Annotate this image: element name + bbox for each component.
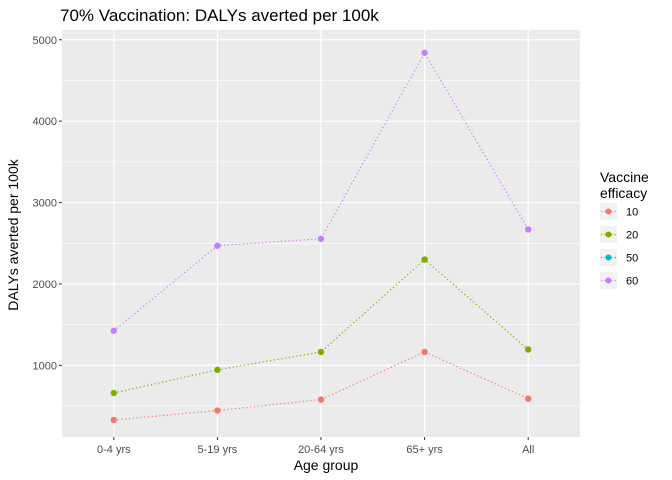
data-point-20-20-64 yrs (317, 348, 325, 356)
legend-label-50: 50 (626, 253, 638, 265)
data-point-10-65+ yrs (421, 348, 428, 356)
legend-label-60: 60 (626, 276, 638, 288)
x-tick-label: 0-4 yrs (97, 444, 131, 456)
x-tick-label: 65+ yrs (406, 444, 443, 456)
x-tick-label: 5-19 yrs (198, 444, 238, 456)
y-axis: 1000 2000 3000 4000 5000 (33, 35, 62, 372)
y-tick-label: 5000 (33, 35, 57, 47)
data-point-10-20-64 yrs (317, 396, 325, 403)
data-point-60-65+ yrs (421, 49, 428, 56)
series-points (110, 49, 532, 424)
data-point-10-All (525, 395, 532, 402)
chart-title: 70% Vaccination: DALYs averted per 100k (60, 6, 379, 25)
legend-key-point (605, 231, 612, 238)
legend-label-20: 20 (626, 230, 638, 242)
data-point-10-5-19 yrs (214, 407, 221, 414)
y-tick-label: 2000 (33, 279, 57, 291)
legend-key-point (605, 208, 612, 215)
legend-key-point (605, 277, 612, 284)
y-axis-title: DALYs averted per 100k (5, 158, 21, 310)
series-line-10 (113, 351, 529, 421)
data-point-20-All (525, 346, 532, 353)
x-tick-label: All (522, 444, 534, 456)
data-point-60-20-64 yrs (317, 235, 325, 242)
data-point-60-5-19 yrs (214, 242, 221, 249)
legend-title: Vaccine (600, 169, 649, 185)
series-lines (113, 51, 529, 421)
series-line-20 (113, 258, 529, 394)
y-tick-label: 4000 (33, 116, 57, 128)
data-point-20-65+ yrs (421, 256, 428, 263)
data-point-20-0-4 yrs (110, 389, 118, 397)
x-tick-label: 20-64 yrs (298, 444, 344, 456)
x-axis: 0-4 yrs 5-19 yrs 20-64 yrs 65+ yrs All (97, 437, 534, 456)
data-point-10-0-4 yrs (110, 416, 118, 424)
data-point-60-0-4 yrs (110, 327, 118, 334)
y-tick-label: 1000 (33, 360, 57, 372)
x-axis-title: Age group (294, 457, 359, 473)
y-tick-label: 3000 (33, 198, 57, 210)
data-point-60-All (525, 226, 532, 233)
data-point-20-5-19 yrs (214, 366, 221, 374)
legend-key-point (605, 254, 612, 261)
legend-title: efficacy (600, 185, 647, 201)
legend-label-10: 10 (626, 207, 638, 219)
major-gridlines (62, 30, 580, 437)
